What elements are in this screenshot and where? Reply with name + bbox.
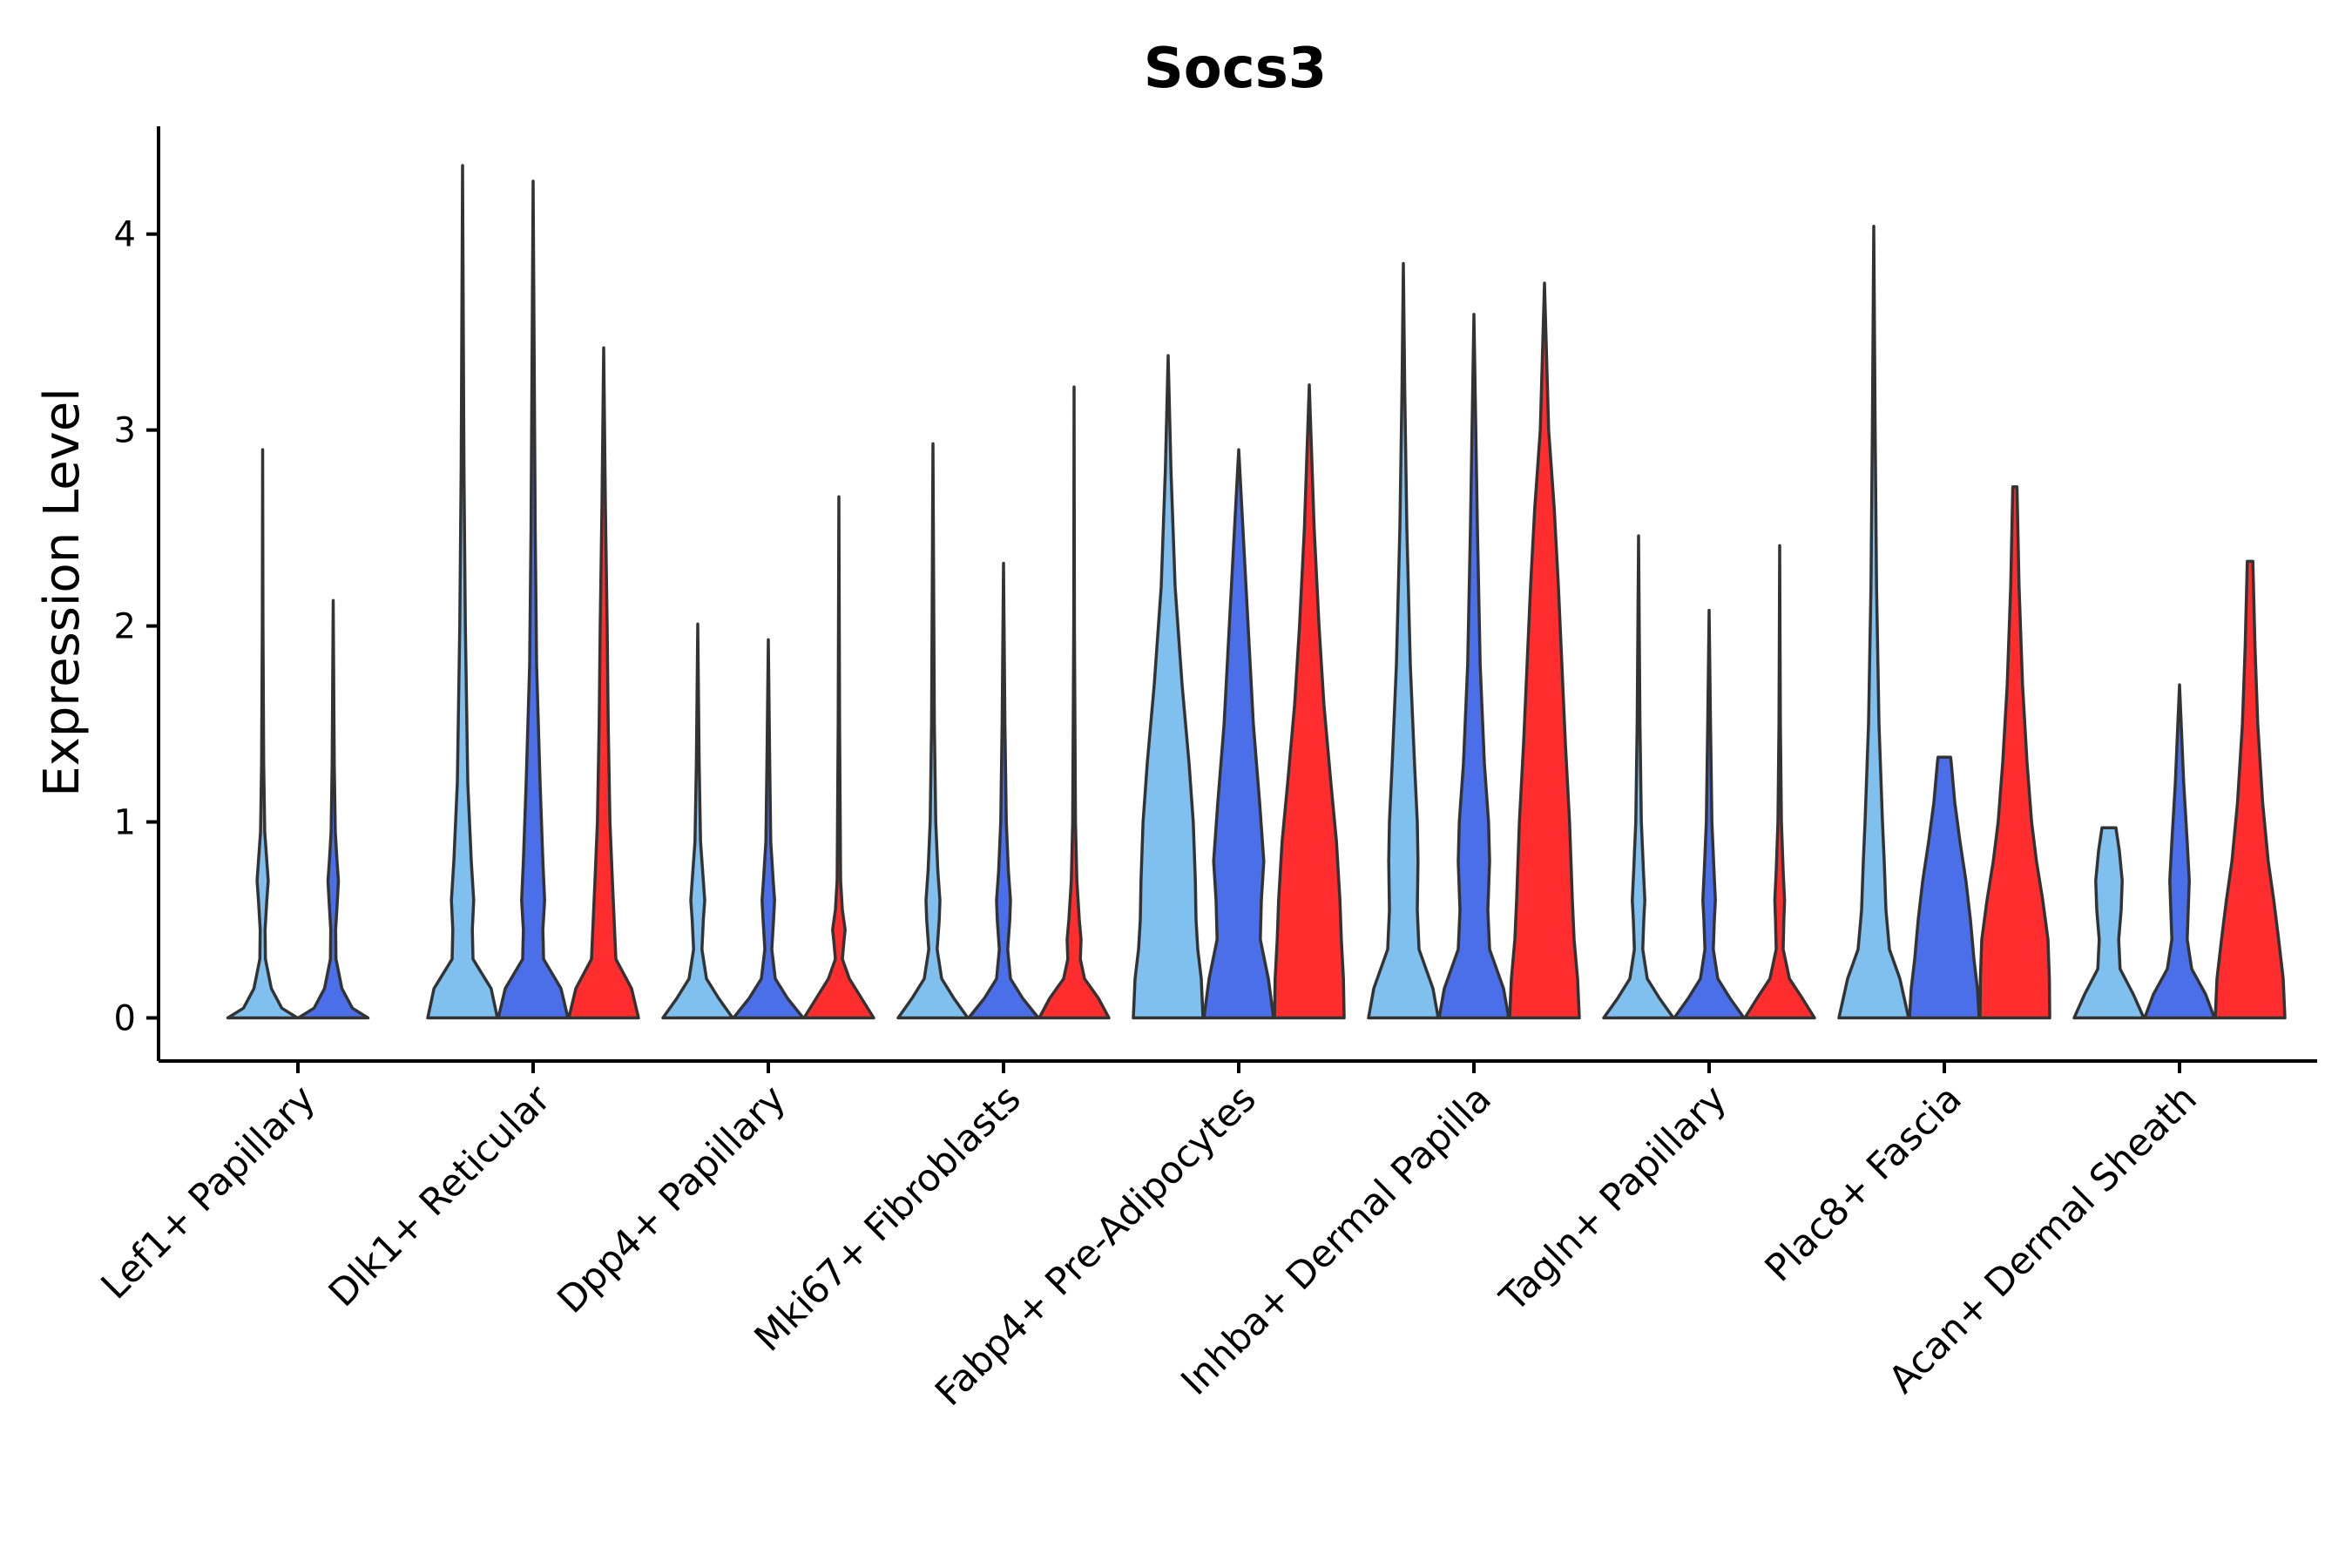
y-tick-label: 2 — [114, 607, 136, 647]
violin-tagln-papillary-blue — [1673, 608, 1746, 1020]
x-tick-label: Dpp4+ Papillary — [550, 1077, 794, 1321]
y-tick-label: 3 — [114, 411, 136, 451]
y-axis-label: Expression Level — [34, 388, 91, 797]
violin-tagln-papillary-red — [1743, 544, 1816, 1020]
violin-acan-dermal-sheath-light-blue — [2072, 826, 2146, 1020]
violin-dpp4-papillary-blue — [732, 638, 805, 1020]
chart-title: Socs3 — [1144, 37, 1328, 101]
violin-plac8-fascia-light-blue — [1837, 224, 1910, 1020]
violin-plac8-fascia-blue — [1908, 755, 1981, 1020]
violin-acan-dermal-sheath-red — [2213, 559, 2287, 1020]
violin-fabp4-pre-adipocytes-red — [1273, 383, 1346, 1020]
violin-fabp4-pre-adipocytes-blue — [1202, 448, 1275, 1020]
violin-lef1-papillary-light-blue — [226, 448, 300, 1020]
violin-fabp4-pre-adipocytes-light-blue — [1132, 354, 1205, 1020]
x-tick-label: Mki67+ Fibroblasts — [747, 1077, 1030, 1360]
y-tick-label: 0 — [114, 999, 136, 1039]
violin-inhba-dermal-papilla-red — [1508, 281, 1581, 1020]
violin-inhba-dermal-papilla-blue — [1437, 313, 1511, 1020]
violin-mki67-fibroblasts-red — [1037, 385, 1111, 1020]
violin-acan-dermal-sheath-blue — [2143, 683, 2216, 1020]
violin-dpp4-papillary-red — [802, 495, 875, 1020]
x-tick-label: Lef1+ Papillary — [93, 1077, 324, 1308]
violin-plac8-fascia-red — [1978, 485, 2051, 1020]
violins-layer — [226, 164, 2287, 1020]
y-tick-label: 4 — [114, 215, 136, 255]
x-tick-label: Plac8+ Fascia — [1757, 1077, 1970, 1290]
y-ticks-layer: 0 1 2 3 4 — [114, 215, 159, 1039]
violin-dlk1-reticular-blue — [497, 179, 570, 1020]
x-tick-label: Dlk1+ Reticular — [321, 1077, 559, 1315]
x-tick-label: Tagln+ Papillary — [1491, 1077, 1735, 1321]
y-tick-label: 1 — [114, 803, 136, 843]
violin-tagln-papillary-light-blue — [1602, 534, 1675, 1020]
violin-mki67-fibroblasts-blue — [967, 561, 1040, 1020]
violin-lef1-papillary-blue — [296, 598, 370, 1020]
violin-dpp4-papillary-light-blue — [661, 622, 734, 1020]
violin-mki67-fibroblasts-light-blue — [896, 442, 970, 1020]
violin-dlk1-reticular-light-blue — [426, 164, 499, 1020]
violin-inhba-dermal-papilla-light-blue — [1367, 261, 1440, 1020]
violin-dlk1-reticular-red — [567, 346, 640, 1020]
